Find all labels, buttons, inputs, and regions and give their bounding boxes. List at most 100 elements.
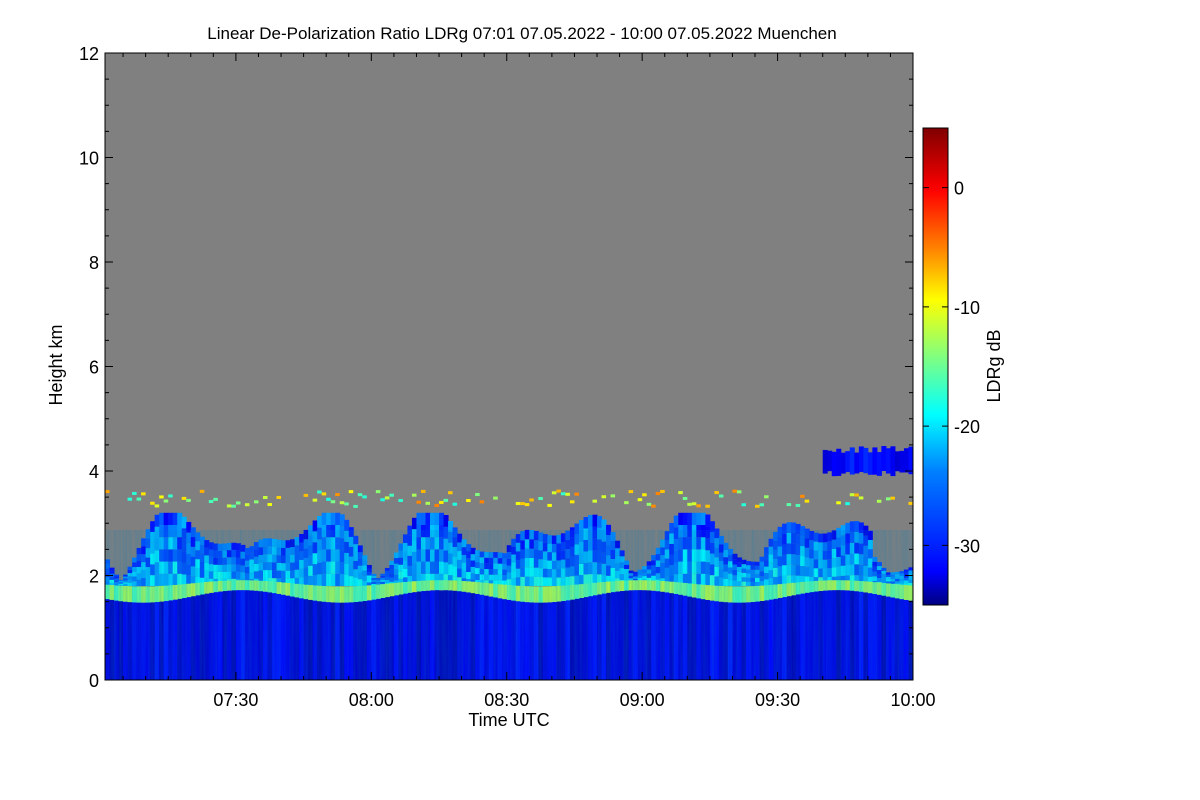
plume-cell	[709, 521, 715, 533]
elevated-layer-cell	[759, 503, 765, 507]
elevated-layer-cell	[800, 494, 805, 498]
elevated-layer-cell	[538, 496, 543, 500]
plume-cell	[669, 522, 675, 534]
upper-layer-cell	[858, 446, 864, 473]
elevated-layer-cell	[362, 495, 367, 499]
elevated-layer-cell	[628, 490, 634, 494]
plume-cell	[592, 514, 598, 527]
x-tick-label: 09:00	[620, 690, 665, 710]
upper-layer-cell	[885, 448, 891, 474]
elevated-layer-cell	[556, 489, 561, 493]
elevated-layer-cell	[642, 493, 647, 497]
elevated-layer-cell	[764, 495, 769, 499]
y-tick-label: 6	[89, 358, 99, 378]
plume-cell	[439, 512, 445, 525]
plume-cell	[321, 512, 327, 525]
elevated-layer-cell	[339, 501, 345, 505]
elevated-layer-cell	[520, 502, 525, 506]
colorbar-label: LDRg dB	[984, 329, 1004, 402]
elevated-layer-cell	[348, 490, 354, 494]
y-tick-label: 4	[89, 462, 99, 482]
elevated-layer-cell	[732, 489, 737, 493]
elevated-layer-cell	[353, 504, 358, 508]
plume-cell	[574, 523, 580, 534]
elevated-layer-cell	[678, 491, 683, 495]
elevated-layer-cell	[439, 500, 444, 504]
plume-cell	[700, 512, 706, 525]
elevated-layer-cell	[569, 500, 575, 504]
upper-layer-cell	[903, 448, 909, 473]
elevated-layer-cell	[105, 490, 110, 494]
elevated-layer-cell	[235, 501, 241, 505]
elevated-layer-cell	[547, 503, 552, 507]
elevated-layer-cell	[515, 502, 521, 506]
elevated-layer-cell	[529, 498, 534, 502]
colorbar-tick-label: 0	[954, 179, 964, 199]
upper-layer-cell	[867, 452, 873, 475]
elevated-layer-cell	[375, 490, 381, 494]
elevated-layer-cell	[475, 493, 480, 497]
plot-area	[105, 53, 913, 680]
upper-layer-cell	[899, 450, 905, 473]
elevated-layer-cell	[836, 501, 841, 505]
elevated-layer-cell	[357, 493, 363, 497]
plume-cell	[587, 515, 594, 527]
elevated-layer-cell	[253, 500, 259, 504]
elevated-layer-cell	[344, 502, 349, 506]
plume-cell	[696, 512, 702, 525]
elevated-layer-cell	[565, 492, 570, 496]
plume-cell	[186, 521, 192, 533]
elevated-layer-cell	[741, 503, 746, 507]
elevated-layer-cell	[804, 499, 810, 503]
plume-cell	[312, 520, 318, 532]
upper-layer-cell	[894, 451, 900, 472]
upper-layer-cell	[876, 452, 882, 476]
x-tick-label: 08:00	[349, 690, 394, 710]
elevated-layer-cell	[168, 494, 173, 498]
elevated-layer-cell	[317, 490, 322, 494]
plume-cell	[411, 517, 417, 530]
elevated-layer-cell	[398, 499, 403, 503]
y-tick-label: 2	[89, 567, 99, 587]
upper-layer-cell	[831, 451, 837, 477]
elevated-layer-cell	[330, 500, 336, 504]
elevated-layer-cell	[276, 495, 282, 499]
plume-cell	[782, 523, 788, 535]
elevated-layer-cell	[610, 494, 616, 498]
elevated-layer-cell	[159, 495, 164, 499]
elevated-layer-cell	[524, 503, 530, 507]
elevated-layer-cell	[885, 497, 891, 501]
plume-cell	[705, 514, 711, 527]
elevated-layer-cell	[226, 504, 232, 508]
upper-layer-cell	[890, 446, 896, 477]
y-tick-label: 10	[79, 149, 99, 169]
elevated-layer-cell	[592, 499, 598, 503]
plume-cell	[344, 519, 350, 531]
chart-title: Linear De-Polarization Ratio LDRg 07:01 …	[207, 24, 836, 43]
elevated-layer-cell	[326, 497, 331, 501]
elevated-layer-cell	[755, 504, 760, 508]
plume-cell	[317, 515, 323, 528]
elevated-layer-cell	[335, 493, 340, 497]
elevated-layer-cell	[181, 496, 187, 500]
upper-layer-cell	[827, 450, 833, 472]
plume-cell	[606, 524, 612, 536]
elevated-layer-cell	[380, 498, 385, 502]
plume-cell	[339, 514, 345, 527]
plume-cell	[159, 512, 165, 525]
plume-cell	[858, 522, 864, 534]
elevated-layer-cell	[795, 503, 801, 507]
plume-cell	[163, 512, 169, 525]
elevated-layer-cell	[132, 491, 137, 495]
elevated-layer-cell	[186, 498, 191, 502]
elevated-layer-cell	[443, 498, 449, 502]
elevated-layer-cell	[262, 496, 268, 500]
upper-layer-cell	[854, 452, 860, 474]
elevated-layer-cell	[854, 493, 859, 497]
elevated-layer-cell	[479, 500, 485, 504]
elevated-layer-cell	[384, 496, 390, 500]
plume-cell	[687, 512, 693, 525]
upper-layer-cell	[836, 448, 842, 476]
upper-layer-cell	[840, 452, 846, 474]
elevated-layer-cell	[637, 498, 643, 502]
